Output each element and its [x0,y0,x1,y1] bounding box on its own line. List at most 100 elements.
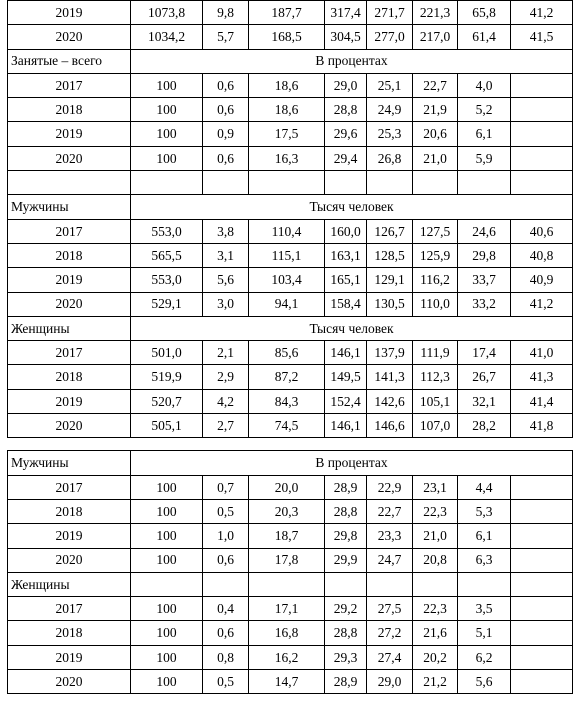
value-cell: 41,3 [510,364,573,390]
value-cell: 28,8 [324,97,367,123]
value-cell: 1073,8 [130,0,203,26]
value-cell: 128,5 [366,242,413,269]
value-cell: 21,2 [412,669,458,695]
table-row: 2017 501,0 2,1 85,6 146,1 137,9 111,9 17,4 41,0 [7,340,573,366]
value-cell: 5,9 [457,145,511,172]
year-cell: 2019 [7,388,131,415]
value-cell: 2,1 [202,340,249,366]
table-body: 2019 1073,8 9,8 187,7 317,4 271,7 221,3 65,8 41,… [7,0,573,695]
value-cell: 553,0 [130,218,203,244]
value-cell: 17,8 [248,547,325,573]
value-cell: 21,0 [412,145,458,172]
value-cell: 22,7 [412,72,458,99]
value-cell: 3,1 [202,242,249,269]
year-cell: 2018 [7,498,131,525]
section-unit: Тысяч человек [130,315,573,342]
year-cell: 2017 [7,72,131,99]
value-cell: 149,5 [324,364,367,390]
value-cell: 5,7 [202,24,249,50]
value-cell: 0,9 [202,121,249,147]
value-cell: 41,4 [510,388,573,415]
value-cell: 0,6 [202,620,249,646]
value-cell: 20,0 [248,474,325,500]
table-row: 2017 100 0,7 20,0 28,9 22,9 23,1 4,4 [7,474,573,500]
value-cell: 5,1 [457,620,511,646]
value-cell: 4,2 [202,388,249,415]
value-cell: 85,6 [248,340,325,366]
value-cell: 22,3 [412,498,458,525]
value-cell: 17,1 [248,596,325,622]
value-cell: 17,5 [248,121,325,147]
value-cell: 41,0 [510,340,573,366]
value-cell: 505,1 [130,413,203,439]
value-cell: 18,6 [248,72,325,99]
value-cell: 20,8 [412,547,458,573]
value-cell: 6,2 [457,644,511,671]
value-cell: 2,7 [202,413,249,439]
value-cell: 14,7 [248,669,325,695]
value-cell: 29,0 [366,669,413,695]
value-cell: 141,3 [366,364,413,390]
value-cell: 4,4 [457,474,511,500]
value-cell [510,547,573,573]
table-row: 2019 1073,8 9,8 187,7 317,4 271,7 221,3 65,8 41,… [7,0,573,26]
value-cell: 28,2 [457,413,511,439]
value-cell: 65,8 [457,0,511,26]
value-cell: 0,5 [202,498,249,525]
value-cell: 100 [130,474,203,500]
year-cell: 2019 [7,267,131,293]
group-label-row: Женщины [7,571,573,598]
value-cell: 28,9 [324,669,367,695]
table-row: 2017 553,0 3,8 110,4 160,0 126,7 127,5 24,6 40,6 [7,218,573,244]
value-cell [366,170,413,196]
year-cell: 2020 [7,24,131,50]
value-cell: 152,4 [324,388,367,415]
value-cell: 26,8 [366,145,413,172]
value-cell: 18,6 [248,97,325,123]
value-cell: 4,0 [457,72,511,99]
year-cell: 2020 [7,413,131,439]
value-cell [510,145,573,172]
value-cell: 0,6 [202,72,249,99]
employment-table: 2019 1073,8 9,8 187,7 317,4 271,7 221,3 65,8 41,… [7,0,573,695]
table-row: 2018 100 0,5 20,3 28,8 22,7 22,3 5,3 [7,498,573,525]
value-cell: 0,6 [202,547,249,573]
value-cell: 94,1 [248,291,325,317]
value-cell: 22,9 [366,474,413,500]
value-cell: 21,9 [412,97,458,123]
value-cell: 6,1 [457,121,511,147]
section-unit: В процентах [130,450,573,476]
value-cell: 0,8 [202,644,249,671]
value-cell: 100 [130,644,203,671]
value-cell: 317,4 [324,0,367,26]
table-row: 2020 505,1 2,7 74,5 146,1 146,6 107,0 28,2 41,8 [7,413,573,439]
table-row: 2018 100 0,6 16,8 28,8 27,2 21,6 5,1 [7,620,573,646]
value-cell [130,170,203,196]
value-cell: 565,5 [130,242,203,269]
value-cell: 100 [130,72,203,99]
year-cell: 2018 [7,242,131,269]
value-cell: 105,1 [412,388,458,415]
value-cell: 110,0 [412,291,458,317]
spacer-row [7,437,573,452]
value-cell: 100 [130,145,203,172]
value-cell [202,170,249,196]
value-cell: 100 [130,547,203,573]
section-header-row: Женщины Тысяч человек [7,315,573,342]
table-row: 2020 100 0,6 17,8 29,9 24,7 20,8 6,3 [7,547,573,573]
section-label: Занятые – всего [7,48,131,74]
year-cell: 2019 [7,644,131,671]
table-row: 2017 100 0,6 18,6 29,0 25,1 22,7 4,0 [7,72,573,99]
year-cell: 2017 [7,340,131,366]
value-cell: 41,2 [510,291,573,317]
value-cell: 271,7 [366,0,413,26]
value-cell: 100 [130,498,203,525]
year-cell: 2017 [7,218,131,244]
value-cell: 29,8 [324,523,367,549]
year-cell [7,170,131,196]
value-cell: 115,1 [248,242,325,269]
value-cell: 277,0 [366,24,413,50]
value-cell: 100 [130,669,203,695]
value-cell: 21,6 [412,620,458,646]
value-cell: 304,5 [324,24,367,50]
